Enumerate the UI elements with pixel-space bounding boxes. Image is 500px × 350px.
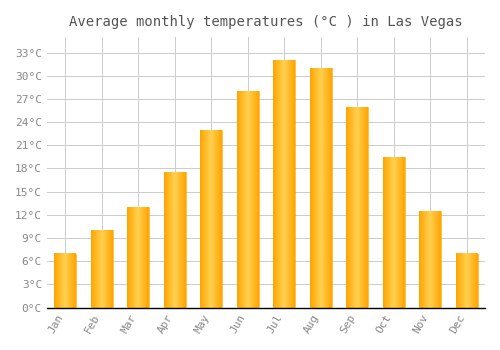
Title: Average monthly temperatures (°C ) in Las Vegas: Average monthly temperatures (°C ) in La…: [69, 15, 462, 29]
